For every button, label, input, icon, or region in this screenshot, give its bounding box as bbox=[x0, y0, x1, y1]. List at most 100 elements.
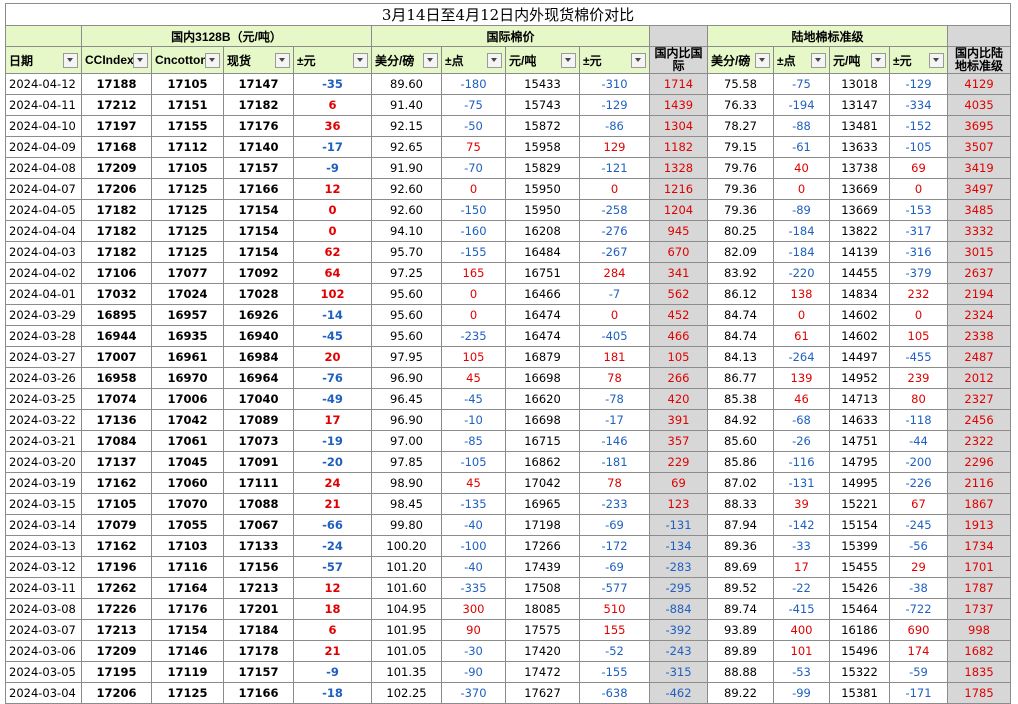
land-change-cell[interactable]: -317 bbox=[889, 220, 948, 242]
date-cell[interactable]: 2024-04-02 bbox=[5, 262, 82, 284]
spot-cell[interactable]: 17157 bbox=[223, 661, 294, 683]
land-cents-cell[interactable]: 85.86 bbox=[707, 451, 774, 473]
land-change-cell[interactable]: -245 bbox=[889, 514, 948, 536]
ccindex-cell[interactable]: 17182 bbox=[81, 199, 152, 221]
intl-change-cell[interactable]: -69 bbox=[579, 556, 650, 578]
domestic-vs-land-cell[interactable]: 1734 bbox=[946, 535, 1012, 557]
cncotton-cell[interactable]: 17112 bbox=[151, 136, 224, 158]
domestic-vs-intl-cell[interactable]: 341 bbox=[649, 262, 708, 284]
intl-points-cell[interactable]: -70 bbox=[441, 157, 506, 179]
cncotton-cell[interactable]: 17151 bbox=[151, 94, 224, 116]
intl-change-cell[interactable]: 510 bbox=[579, 598, 650, 620]
land-change-cell[interactable]: -38 bbox=[889, 577, 948, 599]
land-yuan-cell[interactable]: 15399 bbox=[829, 535, 890, 557]
intl-cents-cell[interactable]: 102.25 bbox=[371, 682, 442, 704]
ccindex-cell[interactable]: 17206 bbox=[81, 178, 152, 200]
domestic-vs-intl-cell[interactable]: 1439 bbox=[649, 94, 708, 116]
intl-cents-cell[interactable]: 91.90 bbox=[371, 157, 442, 179]
land-yuan-cell[interactable]: 13147 bbox=[829, 94, 890, 116]
land-points-cell[interactable]: -89 bbox=[773, 199, 830, 221]
land-change-cell[interactable]: -152 bbox=[889, 115, 948, 137]
ccindex-cell[interactable]: 17195 bbox=[81, 661, 152, 683]
intl-change-cell[interactable]: -258 bbox=[579, 199, 650, 221]
domestic-vs-intl-cell[interactable]: -392 bbox=[649, 619, 708, 641]
domestic-vs-land-cell[interactable]: 1835 bbox=[946, 661, 1012, 683]
land-cents-cell[interactable]: 85.38 bbox=[707, 388, 774, 410]
intl-points-cell[interactable]: 165 bbox=[441, 262, 506, 284]
land-points-cell[interactable]: -142 bbox=[773, 514, 830, 536]
spot-change-cell[interactable]: 18 bbox=[293, 598, 372, 620]
land-cents-cell[interactable]: 88.88 bbox=[707, 661, 774, 683]
domestic-vs-land-cell[interactable]: 1867 bbox=[946, 493, 1012, 515]
spot-change-cell[interactable]: 64 bbox=[293, 262, 372, 284]
intl-yuan-cell[interactable]: 17575 bbox=[505, 619, 580, 641]
filter-dropdown-icon[interactable] bbox=[353, 52, 368, 68]
domestic-vs-intl-cell[interactable]: 670 bbox=[649, 241, 708, 263]
ccindex-cell[interactable]: 17182 bbox=[81, 220, 152, 242]
land-change-cell[interactable]: 80 bbox=[889, 388, 948, 410]
intl-yuan-cell[interactable]: 16698 bbox=[505, 367, 580, 389]
date-cell[interactable]: 2024-03-11 bbox=[5, 577, 82, 599]
land-yuan-cell[interactable]: 13018 bbox=[829, 73, 890, 95]
intl-change-cell[interactable]: -78 bbox=[579, 388, 650, 410]
spot-change-cell[interactable]: 6 bbox=[293, 94, 372, 116]
land-change-cell[interactable]: -129 bbox=[889, 73, 948, 95]
intl-yuan-cell[interactable]: 17266 bbox=[505, 535, 580, 557]
cncotton-cell[interactable]: 17125 bbox=[151, 220, 224, 242]
land-change-cell[interactable]: -153 bbox=[889, 199, 948, 221]
land-change-cell[interactable]: -44 bbox=[889, 430, 948, 452]
land-cents-cell[interactable]: 86.77 bbox=[707, 367, 774, 389]
intl-yuan-cell[interactable]: 17508 bbox=[505, 577, 580, 599]
land-cents-cell[interactable]: 78.27 bbox=[707, 115, 774, 137]
land-change-cell[interactable]: 29 bbox=[889, 556, 948, 578]
land-cents-cell[interactable]: 84.74 bbox=[707, 304, 774, 326]
domestic-vs-intl-cell[interactable]: -131 bbox=[649, 514, 708, 536]
spot-change-cell[interactable]: 12 bbox=[293, 577, 372, 599]
date-cell[interactable]: 2024-03-29 bbox=[5, 304, 82, 326]
land-points-cell[interactable]: -75 bbox=[773, 73, 830, 95]
spot-cell[interactable]: 17154 bbox=[223, 241, 294, 263]
cncotton-cell[interactable]: 17176 bbox=[151, 598, 224, 620]
land-yuan-cell[interactable]: 14602 bbox=[829, 325, 890, 347]
intl-cents-cell[interactable]: 95.60 bbox=[371, 325, 442, 347]
intl-yuan-cell[interactable]: 15872 bbox=[505, 115, 580, 137]
spot-cell[interactable]: 17040 bbox=[223, 388, 294, 410]
land-change-cell[interactable]: 69 bbox=[889, 157, 948, 179]
intl-points-cell[interactable]: -370 bbox=[441, 682, 506, 704]
intl-change-cell[interactable]: -638 bbox=[579, 682, 650, 704]
spot-cell[interactable]: 16926 bbox=[223, 304, 294, 326]
domestic-vs-land-cell[interactable]: 2637 bbox=[946, 262, 1012, 284]
domestic-vs-land-cell[interactable]: 1785 bbox=[946, 682, 1012, 704]
land-cents-cell[interactable]: 79.36 bbox=[707, 178, 774, 200]
spot-change-cell[interactable]: -18 bbox=[293, 682, 372, 704]
intl-cents-cell[interactable]: 95.60 bbox=[371, 283, 442, 305]
intl-change-cell[interactable]: 129 bbox=[579, 136, 650, 158]
land-points-cell[interactable]: -53 bbox=[773, 661, 830, 683]
intl-yuan-cell[interactable]: 16965 bbox=[505, 493, 580, 515]
land-yuan-cell[interactable]: 14602 bbox=[829, 304, 890, 326]
intl-change-cell[interactable]: -146 bbox=[579, 430, 650, 452]
ccindex-cell[interactable]: 17188 bbox=[81, 73, 152, 95]
spot-change-cell[interactable]: 0 bbox=[293, 220, 372, 242]
land-change-cell[interactable]: 0 bbox=[889, 178, 948, 200]
domestic-vs-land-cell[interactable]: 1682 bbox=[946, 640, 1012, 662]
cncotton-cell[interactable]: 17105 bbox=[151, 157, 224, 179]
land-change-cell[interactable]: -316 bbox=[889, 241, 948, 263]
cncotton-cell[interactable]: 16935 bbox=[151, 325, 224, 347]
cncotton-cell[interactable]: 17070 bbox=[151, 493, 224, 515]
intl-cents-cell[interactable]: 101.60 bbox=[371, 577, 442, 599]
date-cell[interactable]: 2024-03-06 bbox=[5, 640, 82, 662]
ccindex-cell[interactable]: 17209 bbox=[81, 640, 152, 662]
ccindex-cell[interactable]: 17209 bbox=[81, 157, 152, 179]
land-points-cell[interactable]: -88 bbox=[773, 115, 830, 137]
intl-yuan-cell[interactable]: 16208 bbox=[505, 220, 580, 242]
land-yuan-cell[interactable]: 15221 bbox=[829, 493, 890, 515]
land-yuan-cell[interactable]: 16186 bbox=[829, 619, 890, 641]
land-yuan-cell[interactable]: 13669 bbox=[829, 199, 890, 221]
spot-change-cell[interactable]: 36 bbox=[293, 115, 372, 137]
intl-change-cell[interactable]: -405 bbox=[579, 325, 650, 347]
cncotton-cell[interactable]: 17164 bbox=[151, 577, 224, 599]
land-cents-cell[interactable]: 82.09 bbox=[707, 241, 774, 263]
spot-change-cell[interactable]: -24 bbox=[293, 535, 372, 557]
ccindex-cell[interactable]: 17106 bbox=[81, 262, 152, 284]
